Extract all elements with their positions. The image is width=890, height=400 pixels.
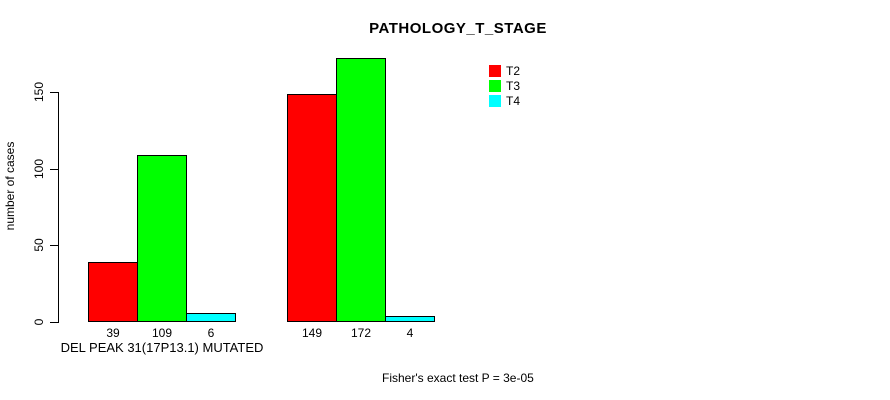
y-axis-tick [50, 322, 58, 323]
legend-swatch-t2 [489, 65, 501, 77]
bar-t4-group1 [186, 313, 236, 322]
y-axis-tick-label: 100 [32, 158, 46, 180]
bar-value-label: 109 [151, 326, 173, 340]
x-group-label: DEL PEAK 31(17P13.1) MUTATED [60, 340, 264, 355]
y-axis-tick-label: 50 [32, 238, 46, 252]
fisher-test-annotation: Fisher's exact test P = 3e-05 [382, 371, 534, 385]
bar-value-label: 4 [406, 326, 414, 340]
bar-t2-group1 [88, 262, 138, 322]
bar-value-label: 172 [350, 326, 372, 340]
bar-value-label: 39 [106, 326, 120, 340]
legend-item-t2: T2 [489, 64, 520, 78]
bar-value-label: 6 [207, 326, 215, 340]
legend-item-t3: T3 [489, 79, 520, 93]
legend-swatch-t4 [489, 95, 501, 107]
y-axis-tick [50, 92, 58, 93]
bar-value-label: 149 [301, 326, 323, 340]
legend-label: T2 [506, 64, 521, 78]
legend-label: T3 [506, 79, 521, 93]
bar-t3-group1 [137, 155, 187, 322]
y-axis-line [58, 92, 59, 323]
bar-t3-group2 [336, 58, 386, 322]
bar-t2-group2 [287, 94, 337, 322]
y-axis-tick-label: 150 [32, 81, 46, 103]
y-axis-tick [50, 169, 58, 170]
y-axis-tick-label: 0 [32, 318, 46, 326]
bar-t4-group2 [385, 316, 435, 322]
legend-swatch-t3 [489, 80, 501, 92]
chart-title: PATHOLOGY_T_STAGE [369, 20, 547, 37]
y-axis-tick [50, 245, 58, 246]
legend-label: T4 [506, 94, 521, 108]
legend: T2 T3 T4 [489, 64, 520, 109]
legend-item-t4: T4 [489, 94, 520, 108]
